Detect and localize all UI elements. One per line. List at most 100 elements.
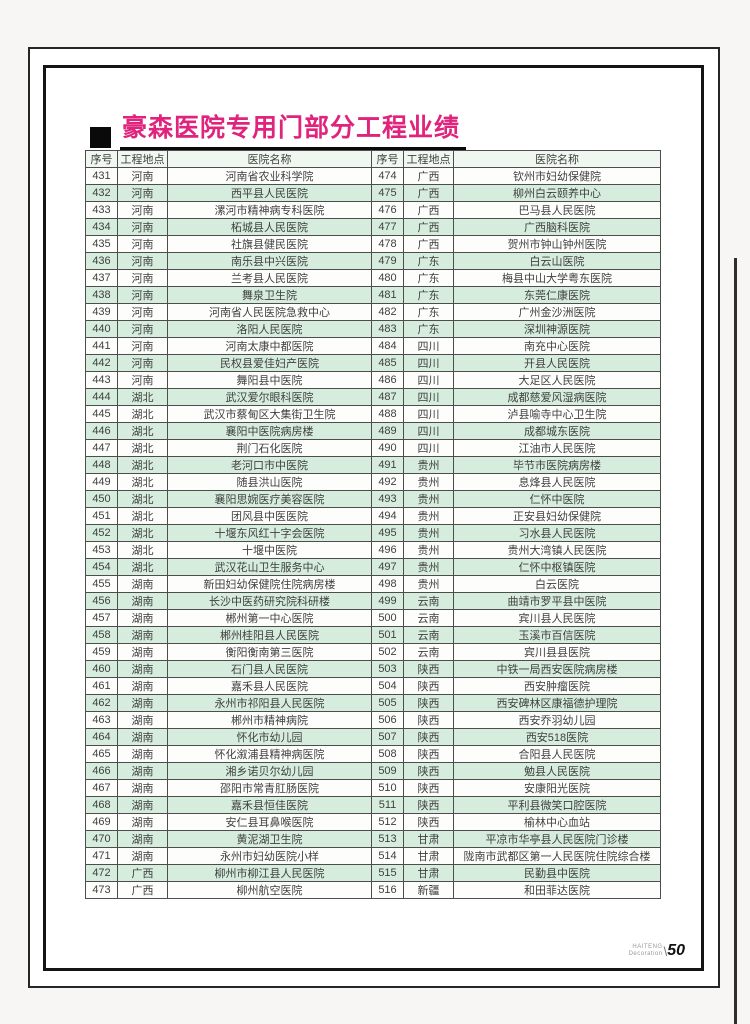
hospital-name-cell: 平凉市华亭县人民医院门诊楼 [453, 830, 661, 848]
serial-cell: 451 [85, 507, 118, 525]
location-cell: 云南 [403, 592, 454, 610]
brand-line2: Decoration [628, 951, 663, 957]
page-title-row: 豪森医院专用门部分工程业绩 [90, 108, 467, 150]
hospital-name-cell: 武汉市蔡甸区大集街卫生院 [167, 405, 372, 423]
location-cell: 陕西 [403, 677, 454, 695]
serial-cell: 487 [371, 388, 404, 406]
serial-cell: 509 [371, 762, 404, 780]
hospital-name-cell: 西平县人民医院 [167, 184, 372, 202]
hospital-name-cell: 西安肿瘤医院 [453, 677, 661, 695]
serial-cell: 499 [371, 592, 404, 610]
serial-cell: 479 [371, 252, 404, 270]
serial-cell: 488 [371, 405, 404, 423]
serial-cell: 480 [371, 269, 404, 287]
column-header: 序号 [85, 150, 118, 168]
hospital-name-cell: 白云医院 [453, 575, 661, 593]
serial-cell: 470 [85, 830, 118, 848]
location-cell: 云南 [403, 643, 454, 661]
hospital-table-body: 431 河南 河南省农业科学院 474 广西 钦州市妇幼保健院 432 河南 西平县人民医院 47… [85, 167, 661, 899]
hospital-name-cell: 舞泉卫生院 [167, 286, 372, 304]
serial-cell: 454 [85, 558, 118, 576]
hospital-name-cell: 正安县妇幼保健院 [453, 507, 661, 525]
location-cell: 广西 [403, 184, 454, 202]
hospital-name-cell: 荆门石化医院 [167, 439, 372, 457]
hospital-name-cell: 成都慈爱风湿病医院 [453, 388, 661, 406]
location-cell: 四川 [403, 388, 454, 406]
serial-cell: 475 [371, 184, 404, 202]
serial-cell: 455 [85, 575, 118, 593]
hospital-name-cell: 安康阳光医院 [453, 779, 661, 797]
hospital-name-cell: 河南省农业科学院 [167, 167, 372, 185]
serial-cell: 514 [371, 847, 404, 865]
hospital-name-cell: 宾川县人民医院 [453, 609, 661, 627]
serial-cell: 444 [85, 388, 118, 406]
location-cell: 湖南 [117, 728, 168, 746]
serial-cell: 463 [85, 711, 118, 729]
serial-cell: 446 [85, 422, 118, 440]
location-cell: 广西 [403, 201, 454, 219]
location-cell: 河南 [117, 286, 168, 304]
hospital-name-cell: 玉溪市百信医院 [453, 626, 661, 644]
hospital-name-cell: 西安碑林区康福德护理院 [453, 694, 661, 712]
hospital-name-cell: 社旗县健民医院 [167, 235, 372, 253]
location-cell: 湖北 [117, 473, 168, 491]
location-cell: 贵州 [403, 524, 454, 542]
table-row: 444 湖北 武汉爱尔眼科医院 487 四川 成都慈爱风湿病医院 [85, 388, 661, 406]
location-cell: 湖北 [117, 388, 168, 406]
table-row: 439 河南 河南省人民医院急救中心 482 广东 广州金沙洲医院 [85, 303, 661, 321]
location-cell: 河南 [117, 337, 168, 355]
serial-cell: 512 [371, 813, 404, 831]
table-row: 434 河南 柘城县人民医院 477 广西 广西脑科医院 [85, 218, 661, 236]
serial-cell: 494 [371, 507, 404, 525]
hospital-name-cell: 宾川县县医院 [453, 643, 661, 661]
hospital-name-cell: 襄阳中医院病房楼 [167, 422, 372, 440]
hospital-name-cell: 郴州第一中心医院 [167, 609, 372, 627]
table-row: 458 湖南 郴州桂阳县人民医院 501 云南 玉溪市百信医院 [85, 626, 661, 644]
serial-cell: 497 [371, 558, 404, 576]
brand-line1: HAITENG [632, 943, 663, 950]
serial-cell: 440 [85, 320, 118, 338]
table-row: 447 湖北 荆门石化医院 490 四川 江油市人民医院 [85, 439, 661, 457]
table-row: 431 河南 河南省农业科学院 474 广西 钦州市妇幼保健院 [85, 167, 661, 185]
table-row: 454 湖北 武汉花山卫生服务中心 497 贵州 仁怀中枢镇医院 [85, 558, 661, 576]
scan-artifact-line [734, 258, 737, 1024]
brand-slash-icon: \ [663, 943, 668, 959]
serial-cell: 510 [371, 779, 404, 797]
serial-cell: 468 [85, 796, 118, 814]
table-row: 459 湖南 衡阳衡南第三医院 502 云南 宾川县县医院 [85, 643, 661, 661]
hospital-name-cell: 仁怀中枢镇医院 [453, 558, 661, 576]
location-cell: 湖南 [117, 609, 168, 627]
hospital-name-cell: 西安乔羽幼儿园 [453, 711, 661, 729]
location-cell: 湖南 [117, 796, 168, 814]
serial-cell: 448 [85, 456, 118, 474]
table-row: 464 湖南 怀化市幼儿园 507 陕西 西安518医院 [85, 728, 661, 746]
hospital-name-cell: 柳州市柳江县人民医院 [167, 864, 372, 882]
hospital-name-cell: 息烽县人民医院 [453, 473, 661, 491]
table-row: 442 河南 民权县爱佳妇产医院 485 四川 开县人民医院 [85, 354, 661, 372]
serial-cell: 461 [85, 677, 118, 695]
hospital-name-cell: 衡阳衡南第三医院 [167, 643, 372, 661]
hospital-name-cell: 湘乡诺贝尔幼儿园 [167, 762, 372, 780]
location-cell: 湖北 [117, 490, 168, 508]
serial-cell: 443 [85, 371, 118, 389]
hospital-name-cell: 老河口市中医院 [167, 456, 372, 474]
location-cell: 贵州 [403, 456, 454, 474]
serial-cell: 501 [371, 626, 404, 644]
table-row: 465 湖南 怀化溆浦县精神病医院 508 陕西 合阳县人民医院 [85, 745, 661, 763]
hospital-name-cell: 武汉花山卫生服务中心 [167, 558, 372, 576]
hospital-name-cell: 石门县人民医院 [167, 660, 372, 678]
serial-cell: 449 [85, 473, 118, 491]
location-cell: 陕西 [403, 796, 454, 814]
table-row: 460 湖南 石门县人民医院 503 陕西 中铁一局西安医院病房楼 [85, 660, 661, 678]
table-row: 472 广西 柳州市柳江县人民医院 515 甘肃 民勤县中医院 [85, 864, 661, 882]
location-cell: 四川 [403, 371, 454, 389]
location-cell: 湖南 [117, 575, 168, 593]
hospital-name-cell: 泸县喻寺中心卫生院 [453, 405, 661, 423]
location-cell: 湖南 [117, 830, 168, 848]
serial-cell: 465 [85, 745, 118, 763]
location-cell: 广西 [403, 218, 454, 236]
table-row: 469 湖南 安仁县耳鼻喉医院 512 陕西 榆林中心血站 [85, 813, 661, 831]
serial-cell: 473 [85, 881, 118, 899]
location-cell: 广东 [403, 252, 454, 270]
location-cell: 广东 [403, 320, 454, 338]
